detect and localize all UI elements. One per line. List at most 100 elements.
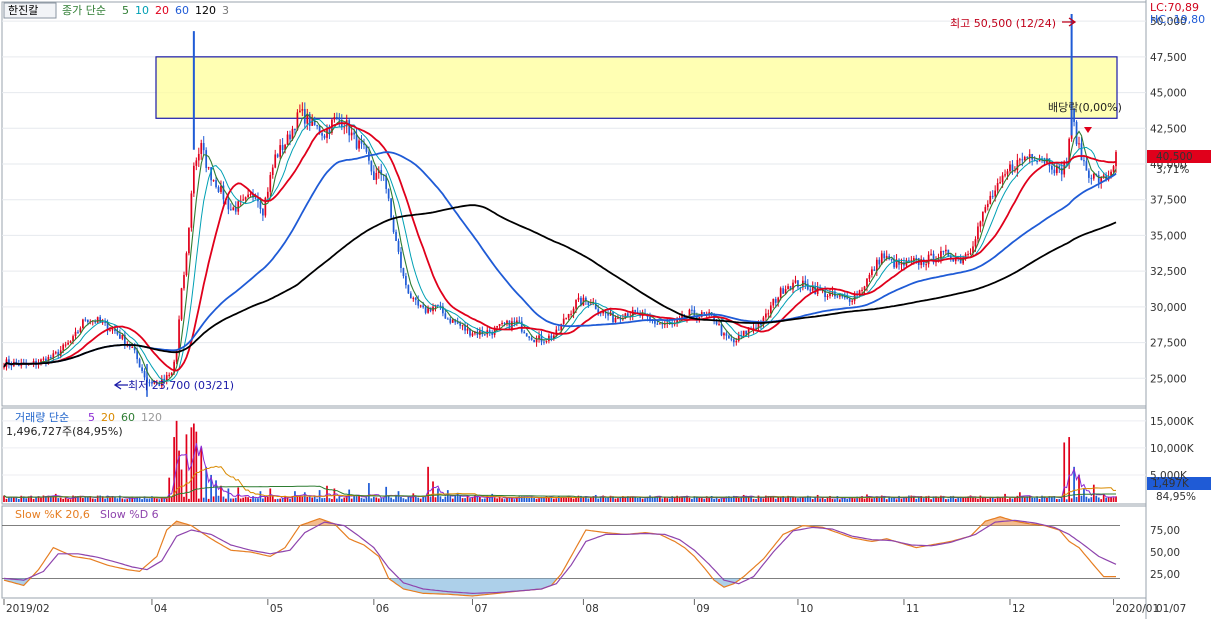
volume-bar (622, 496, 624, 502)
volume-bar (1016, 495, 1019, 502)
candle-body (520, 321, 523, 332)
volume-bar (654, 496, 656, 502)
candle-body (72, 336, 74, 342)
candle-body (979, 221, 982, 227)
candle-body (454, 319, 457, 323)
volume-bar (173, 437, 175, 502)
candle-body (774, 298, 777, 303)
volume-bar (212, 496, 215, 502)
volume-bar (37, 496, 40, 502)
candle-body (173, 361, 175, 373)
candle-body (843, 296, 846, 298)
x-tick-label: 06 (376, 603, 390, 615)
volume-bar (740, 496, 743, 502)
candle-body (469, 328, 471, 336)
volume-bar (1028, 495, 1031, 502)
volume-bar (1023, 497, 1026, 502)
corner-indicators: LC:70,89 HC:-19,80 (1150, 1, 1205, 26)
candle-body (227, 199, 230, 210)
price-tick-label: 50,000 (1150, 16, 1187, 28)
volume-bar (1043, 496, 1046, 502)
x-tick-label: 11 (906, 603, 919, 615)
volume-bar (491, 493, 494, 502)
volume-bar (1011, 498, 1014, 502)
candle-body (858, 290, 861, 296)
volume-bar (836, 496, 839, 502)
candle-body (335, 116, 338, 118)
volume-bar (792, 496, 794, 502)
candle-body (407, 285, 410, 294)
volume-bar (723, 497, 725, 502)
volume-bar (587, 498, 590, 502)
volume-bar (392, 499, 395, 502)
volume-bar (646, 496, 649, 502)
volume-bar (880, 495, 883, 502)
candle-body (264, 197, 267, 216)
volume-bar (1107, 497, 1110, 502)
volume-bar (917, 496, 920, 502)
volume-bar (365, 497, 368, 502)
volume-bar (99, 495, 102, 502)
candle-body (259, 201, 262, 209)
volume-bar (454, 495, 457, 502)
volume-bar (513, 499, 516, 502)
volume-bar (636, 497, 639, 502)
candle-body (437, 304, 439, 306)
volume-bar (681, 496, 683, 502)
volume-bar (257, 498, 259, 502)
candle-body (661, 323, 664, 325)
volume-bar (1088, 498, 1090, 502)
candle-body (402, 267, 405, 277)
volume-bar (131, 496, 134, 502)
legend-period: 120 (195, 4, 216, 17)
candle-body (466, 328, 469, 331)
ma-legend-periods: 5 10 20 60 120 3 (122, 4, 229, 17)
ma-120-line (3, 204, 1117, 368)
volume-bar (589, 496, 592, 502)
candle-body (792, 282, 794, 290)
candle-body (811, 286, 814, 291)
volume-bar (996, 496, 999, 502)
candle-body (959, 257, 962, 264)
candle-body (515, 320, 518, 323)
volume-bar (900, 498, 903, 502)
candle-body (323, 135, 326, 138)
candle-body (752, 327, 755, 330)
volume-bar (949, 496, 952, 502)
volume-bar (387, 496, 390, 502)
volume-bar (77, 495, 79, 502)
legend-period: 120 (141, 411, 162, 424)
volume-bar (84, 496, 87, 502)
candle-body (1085, 161, 1088, 171)
volume-bar (560, 497, 563, 502)
candle-body (952, 258, 955, 262)
candle-body (999, 182, 1001, 184)
candle-body (708, 312, 711, 314)
candle-body (405, 276, 407, 286)
candle-body (691, 309, 693, 311)
volume-bar (269, 488, 272, 502)
candle-body (143, 370, 146, 378)
candle-body (45, 358, 47, 364)
volume-bar (47, 495, 50, 502)
volume-bar (114, 496, 116, 502)
volume-bar (370, 498, 373, 502)
volume-bar (22, 496, 25, 502)
volume-bar (249, 498, 252, 502)
stock-name[interactable]: 한진칼 (8, 4, 38, 17)
stoch-tick-label: 25,00 (1150, 569, 1180, 581)
volume-bar (412, 493, 415, 502)
volume-bar (940, 495, 942, 502)
volume-bar (728, 496, 730, 502)
volume-bar (419, 498, 422, 502)
volume-bar (612, 496, 614, 502)
candle-body (1051, 165, 1053, 170)
stock-name-box[interactable] (3, 2, 57, 19)
volume-bar (585, 496, 587, 502)
volume-bar (210, 474, 212, 502)
candle-body (461, 325, 464, 327)
candle-body (809, 289, 812, 291)
volume-bar (1041, 495, 1043, 502)
volume-bar (1115, 496, 1117, 502)
